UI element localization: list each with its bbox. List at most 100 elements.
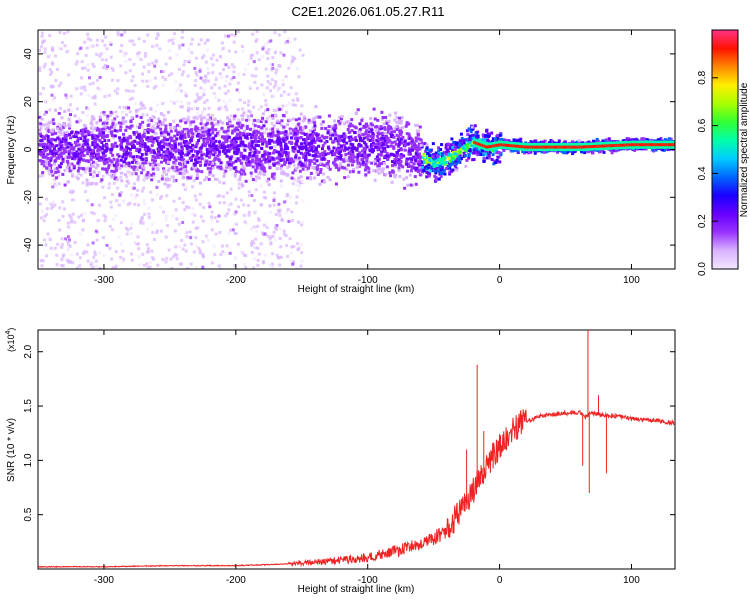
spectrogram-cell bbox=[92, 155, 96, 159]
spectrogram-cell bbox=[117, 235, 121, 239]
spectrogram-cell bbox=[149, 173, 153, 177]
spectrogram-cell bbox=[44, 110, 48, 114]
spectrogram-cell bbox=[186, 130, 190, 134]
spectrogram-cell bbox=[141, 252, 145, 256]
spectrogram-cell bbox=[431, 142, 435, 146]
spectrogram-cell bbox=[166, 147, 170, 151]
spectrogram-cell bbox=[75, 266, 79, 269]
spectrogram-cell bbox=[466, 133, 470, 137]
spectrogram-cell bbox=[279, 51, 283, 55]
spectrogram-cell bbox=[236, 81, 240, 85]
spectrogram-cell bbox=[251, 134, 255, 138]
spectrogram-cell bbox=[205, 147, 209, 151]
spectrogram-cell bbox=[286, 192, 290, 196]
spectrogram-cell bbox=[389, 174, 393, 178]
spectrogram-cell bbox=[67, 166, 71, 170]
spectrogram-cell bbox=[45, 162, 49, 166]
spectrogram-cell bbox=[321, 120, 325, 124]
spectrogram-cell bbox=[94, 259, 98, 263]
spectrogram-cell bbox=[268, 115, 272, 119]
spectrogram-cell bbox=[542, 150, 546, 154]
spectrogram-cell bbox=[309, 171, 313, 175]
spectrogram-cell bbox=[115, 129, 119, 133]
spectrogram-cell bbox=[351, 153, 355, 157]
spectrogram-cell bbox=[132, 155, 136, 159]
spectrogram-cell bbox=[183, 168, 187, 172]
spectrogram-cell bbox=[255, 154, 259, 158]
spectrogram-cell bbox=[69, 94, 73, 98]
spectrogram-cell bbox=[265, 86, 269, 90]
spectrogram-cell bbox=[218, 201, 222, 205]
spectrogram-cell bbox=[364, 162, 368, 166]
spectrogram-cell bbox=[172, 255, 176, 259]
spectrogram-cell bbox=[91, 115, 95, 119]
spectrogram-cell bbox=[67, 141, 71, 145]
spectrogram-cell bbox=[299, 147, 303, 151]
spectrogram-cell bbox=[222, 181, 226, 185]
spectrogram-cell bbox=[339, 162, 343, 166]
spectrogram-cell bbox=[261, 47, 265, 51]
spectrogram-cell bbox=[425, 171, 429, 175]
spectrogram-cell bbox=[204, 60, 208, 64]
spectrogram-cell bbox=[278, 227, 282, 231]
spectrogram-cell bbox=[183, 153, 187, 157]
spectrogram-cell bbox=[123, 30, 127, 34]
spectrogram-cell bbox=[235, 169, 239, 173]
spectrogram-cell bbox=[476, 153, 480, 157]
spectrogram-cell bbox=[214, 77, 218, 81]
spectrogram-cell bbox=[282, 53, 286, 57]
spectrogram-cell bbox=[338, 115, 342, 119]
spectrogram-cell bbox=[122, 54, 126, 58]
spectrogram-cell bbox=[133, 165, 137, 169]
spectrogram-cell bbox=[214, 139, 218, 143]
spectrogram-cell bbox=[316, 115, 320, 119]
spectrogram-cell bbox=[109, 151, 113, 155]
spectrogram-cell bbox=[437, 165, 441, 169]
spectrogram-cell bbox=[140, 125, 144, 129]
spectrogram-cell bbox=[125, 232, 129, 236]
spectrogram-cell bbox=[200, 116, 204, 120]
spectrogram-cell bbox=[199, 122, 203, 126]
spectrogram-cell bbox=[194, 71, 198, 75]
spectrogram-cell bbox=[62, 154, 66, 158]
spectrogram-cell bbox=[261, 165, 265, 169]
spectrogram-cell bbox=[301, 167, 305, 171]
spectrogram-cell bbox=[113, 89, 117, 93]
spectrogram-cell bbox=[315, 170, 319, 174]
spectrogram-cell bbox=[289, 129, 293, 133]
spectrogram-cell bbox=[220, 144, 224, 148]
spectrogram-cell bbox=[189, 139, 193, 143]
spectrogram-cell bbox=[173, 229, 177, 233]
spectrogram-cell bbox=[205, 137, 209, 141]
spectrogram-cell bbox=[187, 206, 191, 210]
spectrogram-cell bbox=[229, 144, 233, 148]
spectrogram-cell bbox=[183, 59, 187, 63]
spectrogram-cell bbox=[329, 137, 333, 141]
spectrogram-cell bbox=[145, 173, 149, 177]
spectrogram-cell bbox=[276, 119, 280, 123]
spectrogram-cell bbox=[186, 101, 190, 105]
spectrogram-cell bbox=[109, 173, 113, 177]
spectrogram-cell bbox=[166, 138, 170, 142]
spectrogram-cell bbox=[313, 176, 317, 180]
spectrogram-cell bbox=[439, 171, 443, 175]
spectrogram-cell bbox=[316, 151, 320, 155]
spectrogram-cell bbox=[312, 128, 316, 132]
spectrogram-cell bbox=[121, 139, 125, 143]
spectrogram-cell bbox=[107, 165, 111, 169]
spectrogram-cell bbox=[42, 123, 46, 127]
spectrogram-cell bbox=[86, 138, 90, 142]
spectrogram-cell bbox=[118, 192, 122, 196]
spectrogram-cell bbox=[82, 128, 86, 132]
spectrogram-cell bbox=[383, 126, 387, 130]
spectrogram-cell bbox=[173, 32, 177, 36]
spectrogram-cell bbox=[261, 231, 265, 235]
spectrogram-cell bbox=[299, 126, 303, 130]
spectrogram-cell bbox=[222, 174, 226, 178]
spectrogram-cell bbox=[56, 136, 60, 140]
spectrogram-cell bbox=[181, 143, 185, 147]
spectrogram-cell bbox=[226, 145, 230, 149]
spectrogram-cell bbox=[413, 143, 417, 147]
spectrogram-cell bbox=[472, 157, 476, 161]
spectrogram-cell bbox=[296, 98, 300, 102]
